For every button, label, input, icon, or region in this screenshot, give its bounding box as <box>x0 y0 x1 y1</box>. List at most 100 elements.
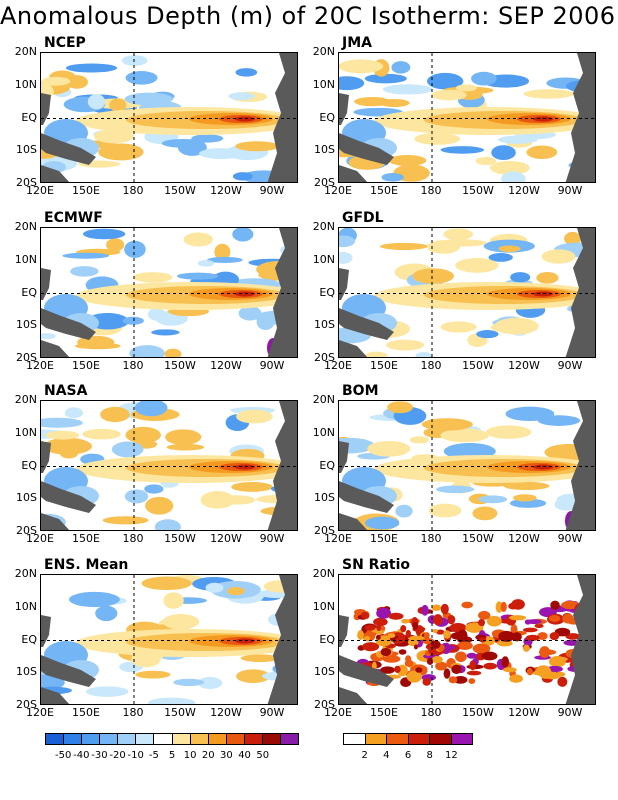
land-mass <box>41 513 70 530</box>
map-panel-ncep <box>40 52 298 183</box>
latitude-label: 20N <box>312 567 335 580</box>
latitude-label: EQ <box>21 110 37 124</box>
colorbar-swatch <box>208 734 227 744</box>
longitude-label: 120W <box>210 184 242 197</box>
latitude-label: 20N <box>312 393 335 406</box>
longitude-label: 120E <box>26 184 54 197</box>
land-mass <box>339 441 349 473</box>
land-mass <box>565 401 595 530</box>
colorbar-swatch <box>100 734 119 744</box>
latitude-label: 20N <box>14 393 37 406</box>
colorbar-label: -30 <box>91 750 108 761</box>
colorbar-swatch <box>46 734 65 744</box>
colorbar-label: -20 <box>109 750 126 761</box>
longitude-label: 150E <box>370 359 398 372</box>
longitude-label: 90W <box>557 532 583 545</box>
map-panel-nasa <box>40 400 298 531</box>
colorbar-label: -40 <box>73 750 90 761</box>
latitude-label: 20S <box>16 351 37 364</box>
longitude-label: 150W <box>462 359 494 372</box>
latitude-label: EQ <box>319 110 335 124</box>
colorbar-swatch <box>281 734 299 744</box>
longitude-label: 120W <box>210 706 242 719</box>
latitude-label: 10N <box>14 425 37 439</box>
anomaly-field <box>339 401 595 530</box>
colorbar-swatch <box>365 734 387 744</box>
latitude-label: 10S <box>314 318 335 332</box>
longitude-label: 180 <box>122 706 144 719</box>
latitude-label: 10N <box>312 599 335 613</box>
anomaly-field <box>339 575 595 704</box>
latitude-label: 20S <box>16 698 37 711</box>
land-mass <box>339 687 368 704</box>
anomaly-field <box>41 228 297 357</box>
longitude-label: 150E <box>72 706 100 719</box>
colorbar-swatch <box>82 734 101 744</box>
longitude-label: 120W <box>508 359 540 372</box>
longitude-label: 180 <box>420 706 442 719</box>
colorbar-label: 6 <box>404 750 412 761</box>
latitude-label: 10N <box>312 77 335 91</box>
latitude-label: EQ <box>319 285 335 299</box>
latitude-label: 20S <box>16 524 37 537</box>
land-mass <box>339 655 394 687</box>
colorbar-label: 10 <box>183 750 197 761</box>
longitude-label: 90W <box>557 706 583 719</box>
longitude-label: 180 <box>122 184 144 197</box>
land-mass <box>267 401 297 530</box>
latitude-label: 20S <box>314 524 335 537</box>
colorbar-swatch <box>451 734 472 744</box>
longitude-label: 150E <box>370 532 398 545</box>
latitude-label: 20N <box>14 567 37 580</box>
panel-title: NCEP <box>44 35 86 51</box>
latitude-label: 10S <box>16 318 37 332</box>
land-mass <box>41 133 96 165</box>
land-mass <box>339 481 394 513</box>
longitude-label: 180 <box>420 359 442 372</box>
longitude-label: 180 <box>122 359 144 372</box>
latitude-label: 10N <box>14 252 37 266</box>
latitude-label: 20S <box>314 351 335 364</box>
latitude-label: 20N <box>14 45 37 58</box>
colorbar-swatch <box>190 734 209 744</box>
colorbar-swatch <box>136 734 155 744</box>
longitude-label: 120E <box>324 359 352 372</box>
colorbar-swatch <box>344 734 366 744</box>
land-mass <box>41 615 51 647</box>
longitude-label: 150E <box>72 359 100 372</box>
longitude-label: 150W <box>164 706 196 719</box>
latitude-label: 10S <box>314 491 335 505</box>
colorbar-swatch <box>154 734 173 744</box>
land-mass <box>41 687 70 704</box>
latitude-label: 10S <box>16 665 37 679</box>
longitude-label: 180 <box>420 184 442 197</box>
sn-ratio-colorbar <box>343 733 473 745</box>
anomaly-field <box>339 53 595 182</box>
longitude-label: 90W <box>259 184 285 197</box>
longitude-label: 120W <box>210 532 242 545</box>
longitude-label: 120E <box>26 359 54 372</box>
map-panel-gfdl <box>338 227 596 358</box>
colorbar-swatch <box>226 734 245 744</box>
latitude-label: 20S <box>16 176 37 189</box>
longitude-label: 120E <box>26 706 54 719</box>
latitude-label: 20S <box>314 698 335 711</box>
map-panel-jma <box>338 52 596 183</box>
land-mass <box>41 165 70 182</box>
panel-title: NASA <box>44 383 88 399</box>
land-mass <box>339 340 368 357</box>
colorbar-label: 12 <box>444 750 458 761</box>
longitude-label: 90W <box>259 532 285 545</box>
land-mass <box>339 133 394 165</box>
land-mass <box>339 513 368 530</box>
land-mass <box>41 93 51 125</box>
anomaly-field <box>339 228 595 357</box>
longitude-label: 120E <box>324 532 352 545</box>
land-mass <box>339 615 349 647</box>
colorbar-swatch <box>172 734 191 744</box>
colorbar-swatch <box>387 734 409 744</box>
depth-colorbar <box>45 733 299 745</box>
land-mass <box>41 655 96 687</box>
land-mass <box>41 481 96 513</box>
longitude-label: 90W <box>557 184 583 197</box>
